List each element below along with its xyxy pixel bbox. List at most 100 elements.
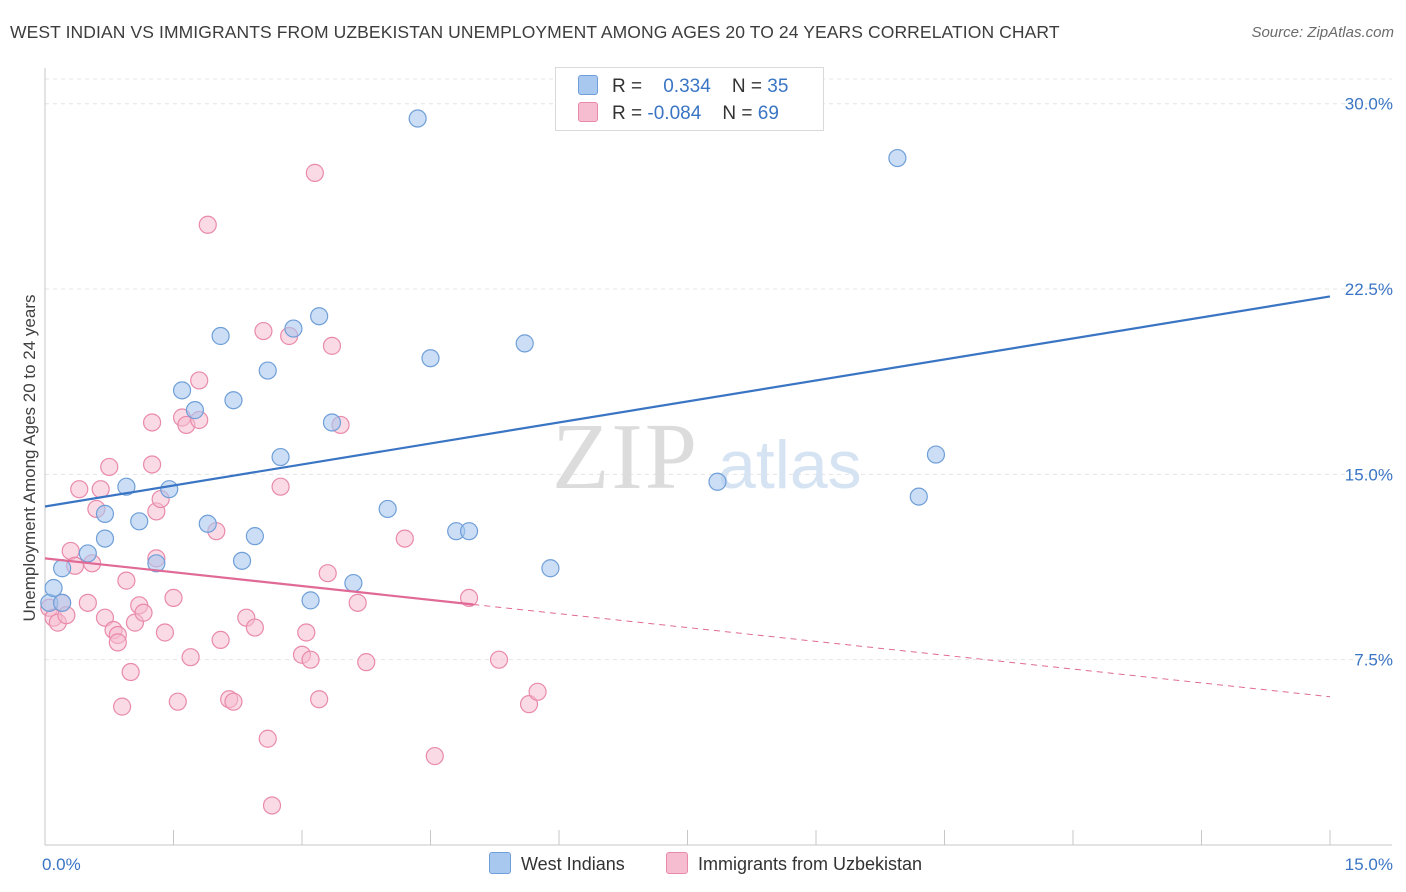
- uzbekistan-point: [108, 633, 127, 652]
- west-indian-point: [172, 381, 192, 400]
- uzbekistan-points: [40, 163, 547, 815]
- legend-swatch-blue: [578, 75, 598, 95]
- legend-label-uzbekistan: Immigrants from Uzbekistan: [698, 854, 923, 874]
- legend-r-value: -0.084: [647, 103, 702, 124]
- west-indian-point: [232, 551, 252, 570]
- uzbekistan-point: [258, 729, 277, 748]
- uzbekistan-point: [425, 746, 444, 766]
- west-indian-point: [185, 401, 205, 420]
- uzbekistan-point: [348, 593, 367, 612]
- west-indian-point: [53, 559, 72, 578]
- west-indian-point: [198, 514, 217, 533]
- west-indian-points: [40, 109, 946, 612]
- west-indian-point: [541, 559, 560, 578]
- uzbekistan-point: [271, 477, 290, 496]
- legend-swatch-pink: [666, 852, 688, 874]
- west-indian-point: [421, 349, 440, 368]
- y-tick-label: 22.5%: [1345, 280, 1393, 299]
- chart-title: WEST INDIAN VS IMMIGRANTS FROM UZBEKISTA…: [10, 22, 1060, 42]
- west-indian-point: [160, 480, 179, 499]
- uzbekistan-point: [211, 630, 230, 650]
- watermark-atlas: atlas: [718, 427, 862, 503]
- west-indian-point: [408, 109, 427, 128]
- uzbekistan-point: [95, 608, 115, 627]
- x-tick-labels: 0.0% 15.0%: [42, 855, 1393, 874]
- uzbekistan-point: [142, 455, 162, 474]
- uzbekistan-point: [224, 692, 243, 711]
- west-indian-point: [322, 413, 342, 432]
- west-indian-point: [117, 477, 136, 496]
- legend-row-uzbekistan: R = -0.084 N = 69: [578, 102, 779, 128]
- axes: [44, 68, 1392, 846]
- west-indian-point: [258, 361, 277, 380]
- west-indian-point: [284, 319, 303, 338]
- x-tick-label: 15.0%: [1345, 855, 1393, 874]
- west-indian-point: [44, 578, 63, 598]
- y-tick-label: 30.0%: [1345, 95, 1393, 114]
- west-indian-point: [95, 504, 115, 523]
- y-tick-label: 15.0%: [1345, 465, 1393, 484]
- watermark-zip: ZIP: [552, 405, 699, 509]
- y-tick-labels: 7.5% 15.0% 22.5% 30.0%: [1345, 95, 1393, 670]
- uzbekistan-point: [528, 682, 547, 701]
- uzbekistan-point: [78, 593, 97, 612]
- west-indian-trend-line: [44, 295, 1331, 508]
- uzbekistan-point: [301, 650, 320, 669]
- uzbekistan-point: [142, 413, 162, 432]
- x-tick-label: 0.0%: [42, 855, 81, 874]
- correlation-legend: R = 0.334 N = 35 R = -0.084 N = 69: [555, 67, 824, 131]
- west-indian-point: [926, 445, 946, 464]
- bottom-legend-uzbekistan: Immigrants from Uzbekistan: [666, 852, 922, 875]
- uzbekistan-point: [519, 695, 539, 714]
- legend-swatch-pink: [578, 102, 598, 122]
- uzbekistan-point: [168, 692, 187, 711]
- uzbekistan-point: [70, 480, 89, 499]
- uzbekistan-point: [254, 321, 273, 341]
- west-indian-point: [909, 487, 928, 506]
- west-indian-point: [130, 512, 149, 531]
- legend-r-label: R =: [612, 76, 643, 97]
- west-indian-point: [888, 148, 907, 168]
- west-indian-point: [245, 527, 264, 546]
- grid-lines: [45, 78, 1392, 661]
- west-indian-point: [147, 554, 166, 573]
- uzbekistan-point: [322, 336, 342, 355]
- uzbekistan-point: [198, 215, 217, 234]
- bottom-legend-west-indians: West Indians: [489, 852, 625, 875]
- uzbekistan-point: [245, 618, 264, 637]
- uzbekistan-point: [155, 623, 175, 642]
- legend-r-label: R =: [612, 103, 643, 124]
- uzbekistan-point: [310, 690, 329, 709]
- west-indian-point: [271, 447, 290, 467]
- west-indian-point: [515, 334, 534, 353]
- uzbekistan-point: [262, 796, 282, 815]
- uzbekistan-point: [190, 371, 209, 390]
- uzbekistan-point: [459, 588, 479, 608]
- uzbekistan-trend-extension: [473, 603, 1331, 698]
- west-indian-point: [378, 499, 397, 519]
- y-tick-label: 7.5%: [1354, 651, 1393, 670]
- west-indian-point: [301, 591, 320, 610]
- west-indian-point: [95, 529, 115, 548]
- uzbekistan-point: [91, 480, 110, 499]
- west-indian-point: [708, 472, 727, 491]
- uzbekistan-trend-line: [44, 557, 474, 606]
- uzbekistan-point: [100, 457, 119, 477]
- legend-n-value: 35: [767, 76, 789, 97]
- legend-r-value: 0.334: [663, 76, 711, 97]
- legend-row-west-indians: R = 0.334 N = 35: [578, 75, 788, 101]
- legend-n-value: 69: [757, 103, 779, 124]
- uzbekistan-point: [297, 623, 316, 642]
- legend-swatch-blue: [489, 852, 511, 874]
- chart-source: Source: ZipAtlas.com: [1251, 24, 1394, 41]
- uzbekistan-point: [318, 564, 337, 583]
- uzbekistan-point: [395, 529, 414, 548]
- west-indian-point: [211, 326, 230, 346]
- uzbekistan-point: [121, 662, 140, 682]
- trend-lines: [44, 295, 1331, 698]
- west-indian-point: [344, 573, 363, 593]
- watermark: ZIP atlas: [552, 405, 862, 509]
- west-indian-point: [53, 593, 72, 612]
- uzbekistan-point: [181, 648, 200, 667]
